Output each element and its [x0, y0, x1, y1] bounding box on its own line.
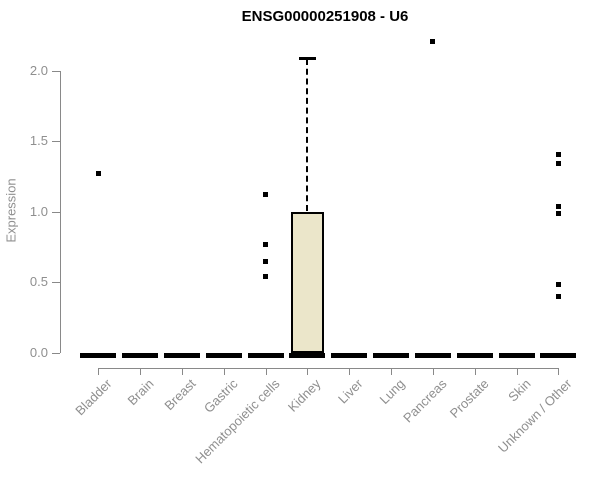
x-axis-line — [97, 367, 559, 369]
median-bar — [540, 352, 577, 358]
chart-title: ENSG00000251908 - U6 — [241, 8, 409, 25]
x-axis-tick — [265, 367, 267, 375]
upper-whisker-cap — [298, 56, 316, 60]
outlier-point — [430, 38, 436, 44]
outlier-point — [263, 192, 269, 198]
upper-whisker — [306, 59, 309, 211]
median-bar — [331, 352, 368, 358]
y-tick-label: 2.0 — [29, 63, 48, 78]
x-axis-tick — [474, 367, 476, 375]
x-axis-tick — [432, 367, 434, 375]
median-bar — [456, 352, 493, 358]
x-axis-tick — [391, 367, 393, 375]
outlier-point — [555, 151, 561, 157]
y-tick-label: 0.0 — [29, 344, 48, 360]
x-axis-tick — [98, 367, 100, 375]
median-bar — [80, 352, 117, 358]
outlier-point — [555, 210, 561, 216]
outlier-point — [555, 203, 561, 209]
median-bar — [498, 352, 535, 358]
x-axis-tick — [349, 367, 351, 375]
median-bar — [289, 352, 326, 358]
median-bar — [163, 352, 200, 358]
outlier-point — [555, 161, 561, 167]
outlier-point — [263, 241, 269, 247]
y-tick-label: 1.0 — [29, 203, 48, 219]
y-axis-line — [60, 71, 61, 353]
median-bar — [122, 352, 159, 358]
y-axis-tick — [52, 282, 60, 284]
y-axis-tick — [52, 141, 60, 143]
x-axis-tick — [307, 367, 309, 375]
x-axis-tick — [181, 367, 183, 375]
outlier-point — [95, 171, 101, 177]
x-axis-tick — [516, 367, 518, 375]
boxplot-box — [290, 211, 325, 353]
median-bar — [247, 352, 284, 358]
median-bar — [205, 352, 242, 358]
outlier-point — [263, 258, 269, 264]
y-tick-label: 0.5 — [29, 274, 48, 290]
y-axis-tick — [52, 352, 60, 354]
x-axis-tick — [140, 367, 142, 375]
x-axis-tick — [223, 367, 225, 375]
median-bar — [414, 352, 451, 358]
y-tick-label: 1.5 — [29, 133, 48, 149]
outlier-point — [555, 282, 561, 288]
x-axis-tick — [558, 367, 560, 375]
median-bar — [373, 352, 410, 358]
y-axis-tick — [52, 71, 60, 72]
outlier-point — [263, 273, 269, 279]
outlier-point — [555, 293, 561, 299]
y-axis-tick — [52, 211, 60, 213]
